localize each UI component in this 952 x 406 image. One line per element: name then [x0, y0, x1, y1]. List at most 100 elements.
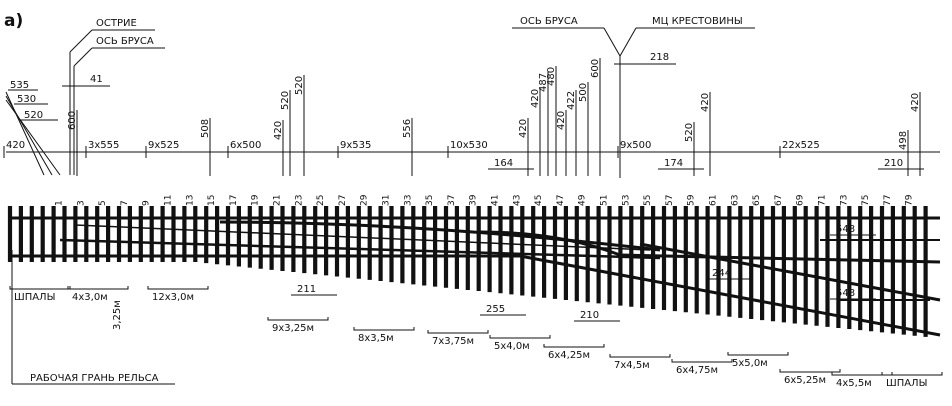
spacing-labels: 420 3х555 9х525 6х500 9х535 10х530 9х500 22х525 — [3, 140, 820, 158]
tie-number: 29 — [360, 194, 370, 206]
spacing-label: 9х500 — [620, 140, 651, 151]
callout-os-brusa-left-slant — [73, 47, 93, 67]
bottom-group-label: 6х5,25м — [784, 375, 826, 386]
bottom-group-brace — [671, 359, 733, 363]
tie-number: 43 — [512, 195, 522, 206]
callout-os-brusa-right-slant — [603, 27, 621, 57]
tie-number: 63 — [730, 195, 740, 206]
spacing-label: 10х530 — [450, 140, 488, 151]
bottom-group-label: 5х5,0м — [732, 358, 768, 369]
tie-number: 73 — [839, 195, 849, 206]
bottom-group-label: 8х3,5м — [358, 333, 394, 344]
bottom-group-brace — [267, 317, 329, 321]
tie-number: 47 — [556, 195, 566, 206]
rail-face-label: РАБОЧАЯ ГРАНЬ РЕЛЬСА — [30, 373, 159, 384]
tie-number: 59 — [687, 194, 697, 206]
tie-number: 65 — [752, 195, 762, 206]
small-dim: 210 — [580, 310, 599, 321]
tie-number: 71 — [818, 195, 828, 206]
vertical-dim: 420 — [556, 111, 567, 130]
vertical-dim: 520 — [294, 76, 305, 95]
vertical-dim: 520 — [684, 123, 695, 142]
tie-number: 1 — [55, 200, 65, 206]
tie-number: 9 — [142, 200, 152, 206]
stagger-leader — [5, 91, 45, 176]
tie-number: 53 — [621, 195, 631, 206]
vertical-dim: 422 — [566, 91, 577, 110]
tie-number: 37 — [447, 195, 457, 206]
bottom-groups: ШПАЛЫ 4х3,0м 3,25м 12х3,0м 9х3,25м 8х3,5м 7х3,… — [9, 286, 943, 389]
vertical-dim: 480 — [546, 67, 557, 86]
bottom-group-label: ШПАЛЫ — [14, 292, 55, 303]
dim-218: 218 — [650, 52, 669, 63]
tie-number: 5 — [98, 200, 108, 206]
tie-number: 17 — [229, 195, 239, 206]
callout-os-brusa-left: ОСЬ БРУСА — [96, 36, 154, 47]
callout-mc-krestoviny: МЦ КРЕСТОВИНЫ — [652, 16, 743, 27]
rails — [10, 216, 941, 337]
vertical-dim: 420 — [518, 119, 529, 138]
tie-number: 77 — [883, 195, 893, 206]
bottom-group-brace — [9, 286, 71, 290]
tie-number: 27 — [338, 195, 348, 206]
tie-number: 45 — [534, 195, 544, 206]
stagger-dim: 535 — [10, 80, 29, 91]
spacing-label: 6х500 — [230, 140, 261, 151]
stagger-dim: 520 — [24, 110, 43, 121]
vertical-dim: 500 — [578, 83, 589, 102]
tie-number: 21 — [273, 195, 283, 206]
spacing-label: 9х535 — [340, 140, 371, 151]
tie-numbers: 1 3 5 7 9 11 13 15 17 19 21 23 25 27 29 31 33 35 37 39 41 43 4… — [55, 194, 915, 206]
vertical-dim: 600 — [590, 59, 601, 78]
bottom-group-brace — [489, 335, 551, 339]
callout-right-group: ОСЬ БРУСА МЦ КРЕСТОВИНЫ 218 — [512, 16, 755, 178]
bottom-group-brace — [427, 330, 489, 334]
dim-41: 41 — [90, 74, 103, 85]
vertical-dim: 508 — [200, 119, 211, 138]
small-dim: 548 — [836, 288, 855, 299]
bottom-group-label: 12х3,0м — [152, 292, 194, 303]
rail-switch-point-1 — [59, 238, 661, 260]
vertical-dim: 520 — [280, 91, 291, 110]
bottom-group-brace — [353, 327, 415, 331]
bottom-group-brace — [543, 344, 605, 348]
tie-number: 79 — [905, 194, 915, 206]
vertical-dim: 420 — [273, 121, 284, 140]
tie-number: 15 — [207, 195, 217, 206]
bottom-group-label: 7х4,5м — [614, 360, 650, 371]
spacing-label: 22х525 — [782, 140, 820, 151]
bottom-group-brace — [67, 286, 129, 290]
small-dims: 164 174 210 211 255 210 244 548 548 — [291, 158, 924, 322]
bottom-group-label: 9х3,25м — [272, 323, 314, 334]
tie-number: 41 — [491, 195, 501, 206]
tie-number: 13 — [185, 195, 195, 206]
bottom-group-label: ШПАЛЫ — [886, 378, 927, 389]
small-dim: 174 — [664, 158, 683, 169]
small-dim: 210 — [884, 158, 903, 169]
tie-number: 39 — [469, 194, 479, 206]
tie-number: 23 — [294, 195, 304, 206]
rail-crossing-main — [479, 230, 941, 264]
tie-number: 75 — [861, 195, 871, 206]
bottom-group-brace — [147, 286, 209, 290]
tie-number: 67 — [774, 195, 784, 206]
rail-diverging-top — [639, 242, 941, 302]
bottom-group-label: 6х4,75м — [676, 365, 718, 376]
bottom-group-brace — [609, 354, 671, 358]
callout-ostrie: ОСТРИЕ — [96, 18, 137, 29]
bottom-group-brace — [881, 372, 943, 376]
spacing-label: 9х525 — [148, 140, 179, 151]
tie-number: 35 — [425, 195, 435, 206]
vertical-dim: 420 — [530, 89, 541, 108]
tie-number: 31 — [382, 195, 392, 206]
rail-curved-closure — [219, 220, 661, 252]
small-dim: 244 — [712, 268, 731, 279]
vertical-dim: 556 — [402, 119, 413, 138]
vertical-dim: 600 — [67, 111, 78, 130]
tie-number: 11 — [164, 195, 174, 206]
figure-label: а) — [4, 11, 23, 31]
tie-number: 7 — [120, 200, 130, 206]
rail-switch-point-2 — [74, 224, 651, 251]
